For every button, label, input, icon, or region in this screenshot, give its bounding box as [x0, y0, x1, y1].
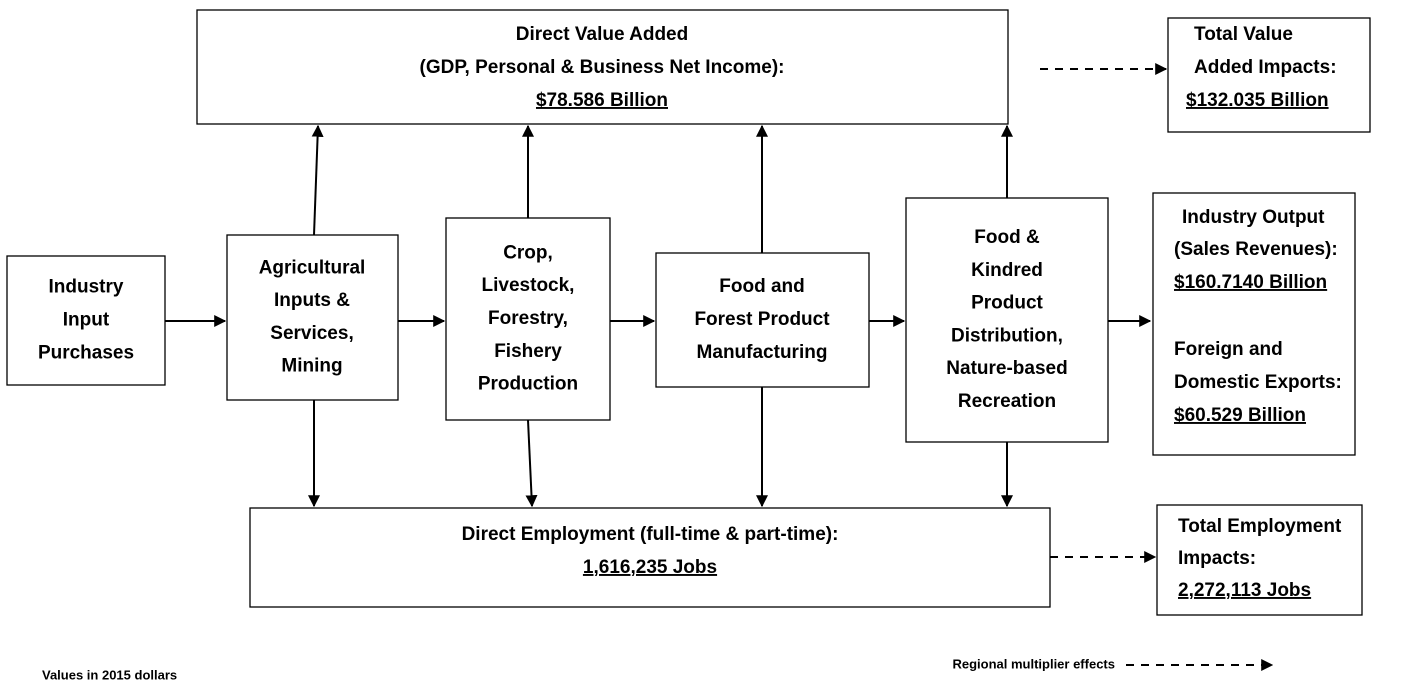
- stage-label: Food and: [719, 276, 804, 297]
- label: (GDP, Personal & Business Net Income):: [420, 57, 785, 78]
- label: Industry Output: [1182, 207, 1325, 228]
- label: Direct Employment (full-time & part-time…: [462, 524, 839, 545]
- stage-label: Services,: [270, 323, 353, 344]
- stage-label: Mining: [281, 356, 342, 377]
- stage-label: Kindred: [971, 260, 1043, 281]
- arrow: [311, 124, 324, 236]
- stage-label: Agricultural: [259, 257, 366, 278]
- stage-label: Forest Product: [694, 309, 830, 330]
- box-output: [1152, 192, 1356, 456]
- arrows: [165, 63, 1274, 671]
- label: Added Impacts:: [1194, 57, 1337, 78]
- arrow: [525, 419, 538, 508]
- box-stage: [905, 197, 1109, 443]
- stage-label: Fishery: [494, 341, 562, 362]
- boxes: [6, 9, 1371, 616]
- label: Total Employment: [1178, 516, 1342, 537]
- box-stage: [226, 234, 399, 401]
- value: $160.7140 Billion: [1174, 272, 1327, 293]
- stage-label: Nature-based: [946, 358, 1067, 379]
- label: Total Value: [1194, 24, 1293, 45]
- stage-label: Manufacturing: [697, 342, 828, 363]
- stage-label: Livestock,: [482, 275, 575, 296]
- value: $78.586 Billion: [536, 90, 668, 111]
- stage-label: Food &: [974, 227, 1040, 248]
- box-stage: [445, 217, 611, 421]
- label: Direct Value Added: [516, 24, 688, 45]
- label: Foreign and: [1174, 339, 1283, 360]
- legend-label: Regional multiplier effects: [952, 656, 1115, 671]
- stage-label: Input: [63, 310, 110, 331]
- box-direct-employment: [249, 507, 1051, 608]
- label: Domestic Exports:: [1174, 372, 1342, 393]
- box-stage: [6, 255, 166, 386]
- label: (Sales Revenues):: [1174, 239, 1338, 260]
- stage-label: Product: [971, 293, 1043, 314]
- box-total-value: [1167, 17, 1371, 133]
- stage-label: Production: [478, 374, 578, 395]
- value: 1,616,235 Jobs: [583, 557, 717, 578]
- box-total-employment: [1156, 504, 1363, 616]
- value: $132.035 Billion: [1186, 90, 1329, 111]
- stage-label: Recreation: [958, 391, 1056, 412]
- stage-label: Purchases: [38, 342, 134, 363]
- stage-label: Crop,: [503, 242, 553, 263]
- box-direct-value: [196, 9, 1009, 125]
- stage-label: Distribution,: [951, 325, 1063, 346]
- box-stage: [655, 252, 870, 388]
- footnote: Values in 2015 dollars: [42, 667, 177, 682]
- value: $60.529 Billion: [1174, 405, 1306, 426]
- label: Impacts:: [1178, 548, 1256, 569]
- stage-label: Forestry,: [488, 308, 568, 329]
- value: 2,272,113 Jobs: [1178, 580, 1311, 601]
- stage-label: Inputs &: [274, 290, 350, 311]
- stage-label: Industry: [49, 277, 124, 298]
- texts: Direct Value Added (GDP, Personal & Busi…: [42, 24, 1342, 682]
